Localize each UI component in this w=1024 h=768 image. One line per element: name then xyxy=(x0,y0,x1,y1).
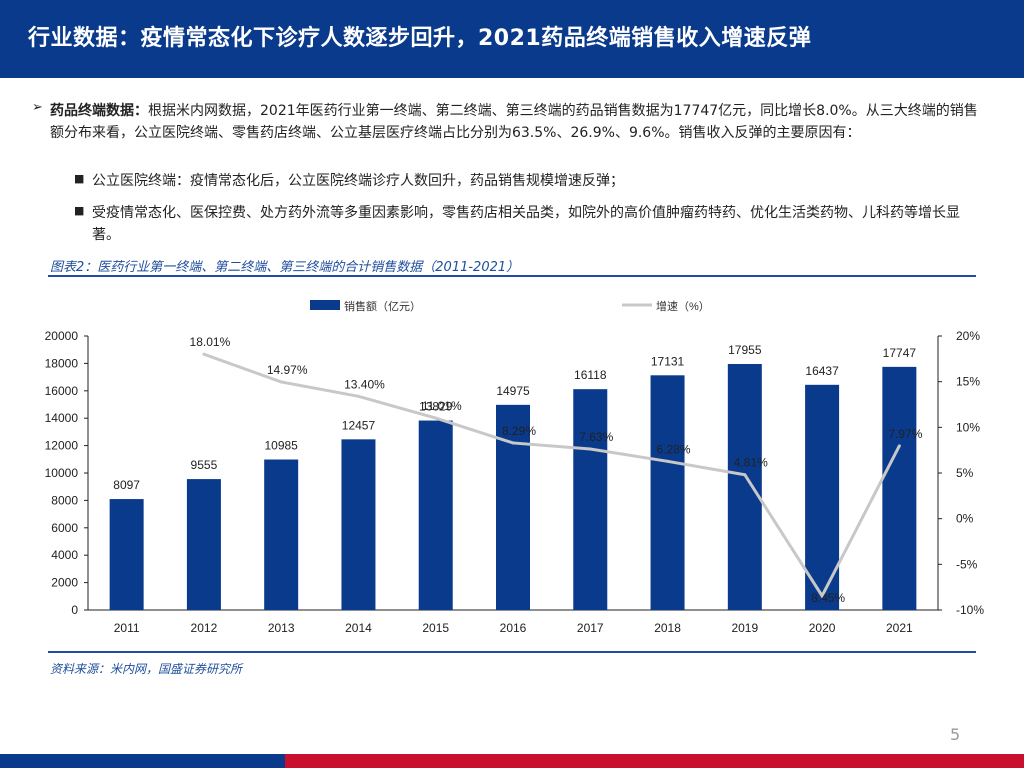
right-tick-label: -10% xyxy=(956,603,984,617)
footer-blue-stripe xyxy=(0,754,285,768)
x-tick-label: 2012 xyxy=(191,621,218,635)
line-value-label: 6.28% xyxy=(657,442,691,456)
chart: 销售额（亿元） 增速（%） 0 2000 4000 6000 8000 10000 1200… xyxy=(45,299,985,635)
caption-divider xyxy=(48,275,976,277)
line-point xyxy=(511,441,515,445)
bar-value-label: 17747 xyxy=(883,346,917,360)
left-tick-label: 0 xyxy=(71,603,78,617)
line-value-label: 7.97% xyxy=(888,427,922,441)
line-point xyxy=(356,394,360,398)
left-tick-label: 16000 xyxy=(45,384,79,398)
line-point xyxy=(820,594,824,598)
legend-line-label: 增速（%） xyxy=(656,299,710,313)
line-value-label: 8.45% xyxy=(811,591,845,605)
bar-value-label: 12457 xyxy=(342,418,376,432)
intro-lead: 药品终端数据： xyxy=(50,103,148,119)
bar-value-label: 17131 xyxy=(651,354,685,368)
left-tick-label: 18000 xyxy=(45,356,79,370)
right-tick-label: 0% xyxy=(956,512,974,526)
left-tick-label: 10000 xyxy=(45,466,79,480)
left-tick-label: 2000 xyxy=(51,576,78,590)
right-tick-label: -5% xyxy=(956,557,978,571)
bullet-item: 公立医院终端：疫情常态化后，公立医院终端诊疗人数回升，药品销售规模增速反弹； xyxy=(92,173,624,189)
bar xyxy=(186,479,221,610)
x-tick-label: 2016 xyxy=(500,621,527,635)
bar-value-label: 16437 xyxy=(805,364,839,378)
line-value-label: 8.29% xyxy=(502,424,536,438)
bar xyxy=(727,364,762,610)
footer-red-stripe xyxy=(285,754,1024,768)
intro-text: 根据米内网数据，2021年医药行业第一终端、第二终端、第三终端的药品销售数据为1… xyxy=(50,103,978,141)
growth-line xyxy=(203,352,901,599)
bar-value-label: 14975 xyxy=(496,384,530,398)
left-y-axis: 0 2000 4000 6000 8000 10000 12000 14000 16000 180… xyxy=(45,329,89,617)
bar xyxy=(109,499,144,610)
bullet-item: 受疫情常态化、医保控费、处方药外流等多重因素影响，零售药店相关品类，如院外的高价… xyxy=(92,205,960,243)
line-series: 18.01% 14.97% 13.40% 11.01% 8.29% 7.63% 6.28% 4… xyxy=(190,335,923,605)
x-tick-label: 2021 xyxy=(886,621,913,635)
chart-legend: 销售额（亿元） 增速（%） xyxy=(310,299,710,313)
left-tick-label: 8000 xyxy=(51,493,78,507)
x-tick-label: 2013 xyxy=(268,621,295,635)
page-title: 行业数据：疫情常态化下诊疗人数逐步回升，2021药品终端销售收入增速反弹 xyxy=(28,26,812,51)
source-divider xyxy=(48,651,976,653)
x-tick-label: 2015 xyxy=(422,621,449,635)
left-tick-label: 14000 xyxy=(45,411,79,425)
left-tick-label: 20000 xyxy=(45,329,79,343)
line-value-label: 11.01% xyxy=(422,399,462,413)
line-value-label: 14.97% xyxy=(267,363,308,377)
right-tick-label: 20% xyxy=(956,329,980,343)
bar-series: 8097 9555 10985 12457 13829 14975 16118 17131 17… xyxy=(109,343,917,610)
square-bullet-icon: ■ xyxy=(74,204,85,217)
right-y-axis: -10% -5% 0% 5% 10% 15% 20% xyxy=(937,329,984,617)
line-value-label: 7.63% xyxy=(579,430,613,444)
x-tick-label: 2017 xyxy=(577,621,604,635)
line-value-label: 4.81% xyxy=(734,456,768,470)
line-point xyxy=(897,444,901,448)
line-point xyxy=(202,352,206,356)
x-axis: 2011 2012 2013 2014 2015 2016 2017 2018 2019 2020… xyxy=(88,609,938,635)
bar-value-label: 17955 xyxy=(728,343,762,357)
bar xyxy=(341,439,376,610)
right-tick-label: 5% xyxy=(956,466,974,480)
left-tick-label: 6000 xyxy=(51,521,78,535)
square-bullet-icon: ■ xyxy=(74,172,85,185)
x-tick-label: 2011 xyxy=(114,621,140,635)
x-tick-label: 2014 xyxy=(345,621,372,635)
bar-value-label: 16118 xyxy=(574,368,607,382)
x-tick-label: 2018 xyxy=(654,621,681,635)
intro-paragraph: 药品终端数据：根据米内网数据，2021年医药行业第一终端、第二终端、第三终端的药… xyxy=(50,100,980,144)
title-bar: 行业数据：疫情常态化下诊疗人数逐步回升，2021药品终端销售收入增速反弹 xyxy=(0,0,1024,78)
bar xyxy=(650,375,685,610)
x-tick-label: 2020 xyxy=(809,621,836,635)
bar-value-label: 9555 xyxy=(191,458,218,472)
left-tick-label: 4000 xyxy=(51,548,78,562)
bar xyxy=(264,459,299,610)
bar xyxy=(573,389,608,610)
figure-source: 资料来源：米内网，国盛证券研究所 xyxy=(50,662,243,676)
bar xyxy=(418,420,453,610)
line-value-label: 18.01% xyxy=(190,335,231,349)
bar-value-label: 8097 xyxy=(113,478,140,492)
x-tick-label: 2019 xyxy=(731,621,758,635)
page-number: 5 xyxy=(950,725,961,744)
arrow-bullet-icon: ➢ xyxy=(32,100,43,115)
right-tick-label: 15% xyxy=(956,375,980,389)
line-point xyxy=(666,459,670,463)
bar xyxy=(882,366,917,610)
bar-value-label: 13829 xyxy=(419,400,453,414)
line-point xyxy=(279,380,283,384)
right-tick-label: 10% xyxy=(956,420,980,434)
line-point xyxy=(743,473,747,477)
legend-bar-swatch xyxy=(310,300,340,310)
left-tick-label: 12000 xyxy=(45,439,79,453)
figure-caption: 图表2：医药行业第一终端、第二终端、第三终端的合计销售数据（2011-2021） xyxy=(50,260,520,275)
legend-bar-label: 销售额（亿元） xyxy=(344,299,421,313)
bar-value-label: 10985 xyxy=(264,439,298,453)
line-point xyxy=(588,447,592,451)
line-point xyxy=(434,416,438,420)
line-value-label: 13.40% xyxy=(344,377,385,391)
